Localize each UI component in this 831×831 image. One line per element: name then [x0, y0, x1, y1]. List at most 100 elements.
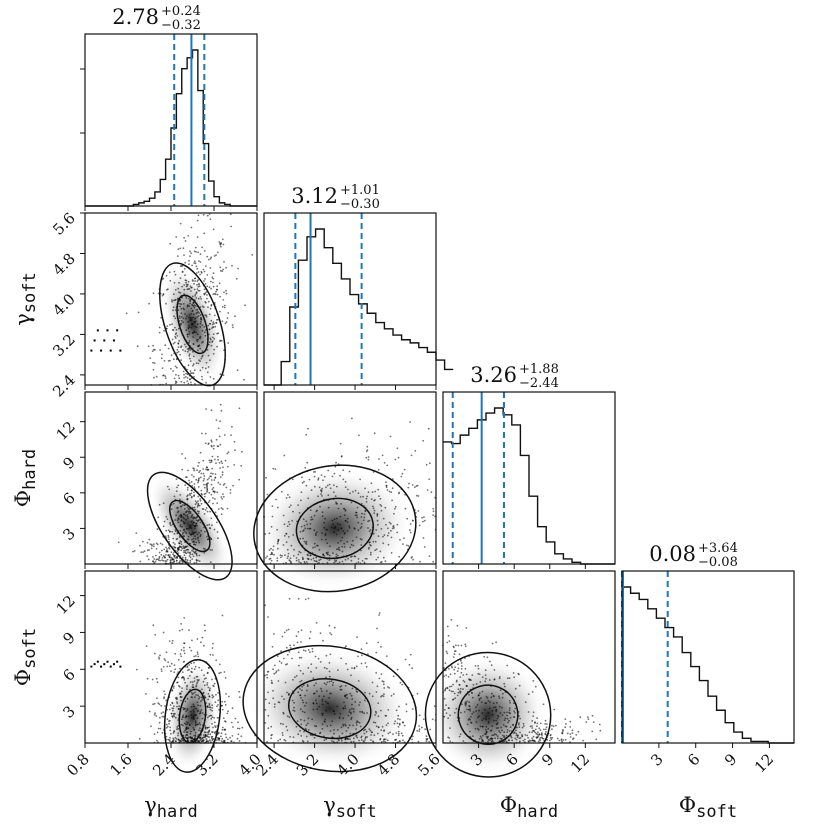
- sample-point: [299, 551, 302, 554]
- sample-point: [188, 333, 191, 335]
- sample-point: [176, 335, 179, 337]
- sample-point: [484, 669, 487, 672]
- sample-point: [188, 664, 191, 666]
- sample-point: [158, 721, 161, 724]
- sample-point: [465, 627, 468, 629]
- sample-point: [191, 514, 193, 517]
- sample-point: [204, 301, 207, 303]
- sample-point: [205, 265, 207, 267]
- sample-point: [277, 540, 280, 542]
- sample-point: [405, 544, 408, 547]
- sample-point: [153, 545, 155, 548]
- sample-point: [366, 557, 368, 560]
- sample-point: [369, 541, 371, 544]
- sample-point: [345, 645, 347, 648]
- sample-point: [453, 653, 456, 656]
- sample-point: [188, 314, 191, 316]
- sample-point: [276, 559, 279, 562]
- sample-point: [340, 685, 343, 687]
- sample-point: [397, 730, 400, 733]
- sample-point: [166, 665, 169, 668]
- sample-point: [502, 724, 505, 726]
- sample-point: [224, 733, 227, 736]
- sample-point: [179, 277, 182, 280]
- sample-point: [211, 549, 213, 551]
- sample-point: [456, 670, 459, 672]
- sample-point: [275, 670, 278, 673]
- sample-point: [459, 676, 462, 678]
- sample-point: [350, 543, 353, 546]
- sample-point: [340, 455, 343, 458]
- sample-point: [513, 676, 516, 679]
- sample-point: [481, 739, 484, 742]
- axes-frame-1-0: [80, 212, 258, 390]
- sample-point: [185, 281, 187, 284]
- sample-point: [195, 478, 198, 481]
- sample-point: [387, 722, 389, 725]
- sample-point: [188, 512, 190, 515]
- sample-point: [506, 711, 508, 714]
- sample-point: [380, 695, 382, 698]
- sample-point: [402, 721, 404, 724]
- sample-point: [460, 668, 463, 670]
- sample-point: [514, 687, 517, 690]
- sample-point: [363, 513, 366, 515]
- sample-point: [227, 312, 230, 314]
- sample-point: [190, 307, 193, 310]
- sample-point: [315, 622, 318, 624]
- sample-point: [187, 364, 190, 367]
- sample-point: [383, 729, 386, 732]
- sample-point: [196, 333, 199, 336]
- sample-point: [206, 255, 209, 258]
- y-axis-label-phi_hard: Φhard: [11, 449, 40, 507]
- sample-point: [212, 502, 214, 505]
- sample-point: [197, 465, 199, 467]
- sample-point: [188, 353, 191, 355]
- sample-point: [176, 486, 178, 489]
- sample-point: [343, 514, 346, 517]
- sample-point: [292, 709, 295, 712]
- sample-point: [313, 471, 315, 473]
- sample-point: [235, 277, 238, 280]
- sample-point: [331, 475, 334, 478]
- sample-point: [221, 471, 224, 474]
- y-tick-label: 12: [53, 418, 79, 444]
- sample-point: [299, 718, 302, 721]
- sample-point: [163, 360, 166, 362]
- sample-point: [181, 533, 184, 535]
- sample-point: [222, 484, 225, 486]
- sample-point: [207, 667, 210, 669]
- sample-point: [179, 695, 182, 698]
- sample-point: [197, 694, 199, 697]
- sample-point: [157, 559, 160, 561]
- sample-point: [478, 738, 481, 740]
- sample-point: [177, 658, 180, 661]
- sample-point: [90, 665, 93, 668]
- sample-point: [489, 737, 492, 740]
- sample-point: [219, 403, 222, 406]
- sample-point: [397, 726, 400, 728]
- sample-point: [202, 508, 205, 510]
- sample-point: [463, 711, 466, 713]
- sample-point: [508, 739, 510, 741]
- sample-point: [474, 727, 477, 730]
- sample-point: [153, 558, 156, 560]
- sample-point: [348, 525, 350, 527]
- sample-point: [171, 709, 174, 712]
- sample-point: [203, 483, 205, 486]
- sample-point: [186, 665, 189, 668]
- sample-point: [492, 734, 495, 737]
- sample-point: [176, 702, 179, 705]
- sample-point: [158, 555, 161, 558]
- sample-point: [288, 597, 291, 600]
- sample-point: [386, 464, 389, 467]
- sample-point: [325, 667, 328, 670]
- sample-point: [393, 527, 395, 529]
- sample-point: [193, 306, 196, 309]
- sample-point: [459, 687, 462, 690]
- sample-point: [179, 265, 182, 268]
- sample-point: [243, 378, 245, 381]
- sample-point: [196, 554, 198, 557]
- sample-point: [222, 493, 224, 495]
